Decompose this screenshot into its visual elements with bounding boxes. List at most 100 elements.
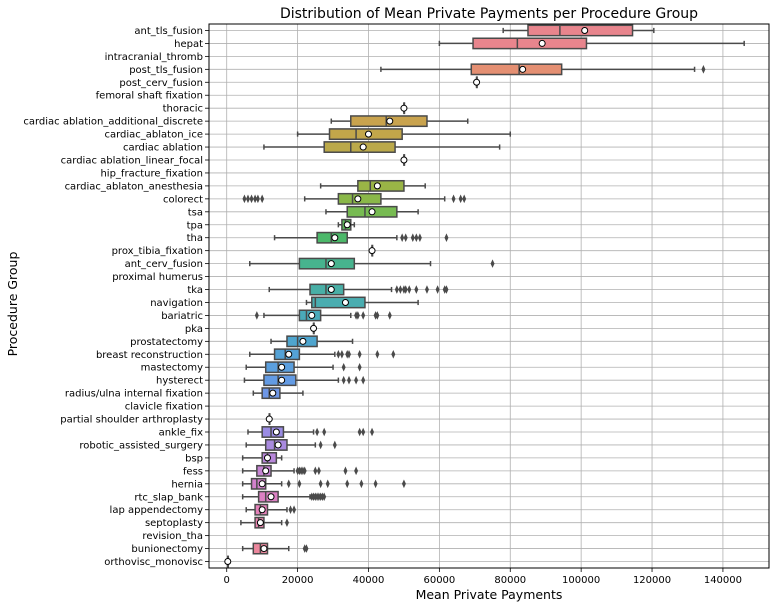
outlier-point (304, 544, 309, 553)
mean-marker (354, 195, 362, 203)
outlier-point (354, 375, 359, 385)
y-tick-label: prostatectomy (130, 337, 203, 348)
outlier-point (316, 466, 321, 476)
outlier-point (253, 194, 258, 204)
y-tick-label: partial shoulder arthroplasty (60, 415, 203, 426)
outlier-point (357, 349, 362, 359)
outlier-point (417, 233, 422, 243)
outlier-point (343, 466, 348, 476)
outlier-point (325, 479, 330, 489)
y-tick-label: ant_tls_fusion (134, 26, 203, 37)
y-tick-label: lap appendectomy (110, 505, 204, 516)
x-tick-label: 40000 (353, 575, 385, 586)
mean-marker (368, 208, 376, 216)
mean-marker (265, 415, 273, 423)
outlier-point (332, 440, 337, 450)
y-tick-label: pka (185, 324, 203, 335)
mean-marker (519, 65, 527, 73)
mean-marker (272, 428, 280, 436)
y-tick-label: tka (187, 285, 203, 296)
y-tick-label: radius/ulna internal fixation (65, 389, 203, 400)
y-tick-label: thoracic (163, 104, 203, 115)
mean-marker (473, 78, 481, 86)
y-tick-label: robotic_assisted_surgery (79, 440, 203, 451)
box-iqr (298, 257, 356, 270)
outlier-point (361, 311, 366, 320)
outlier-point (391, 349, 396, 359)
y-tick-label: hepat (174, 39, 203, 50)
mean-marker (341, 298, 349, 306)
y-tick-label: hernia (171, 479, 203, 490)
outlier-point (315, 427, 320, 437)
y-tick-label: septoplasty (145, 518, 203, 529)
mean-marker (310, 324, 318, 332)
y-tick-label: mastectomy (141, 363, 203, 374)
outlier-point (398, 285, 403, 294)
outlier-point (260, 194, 265, 204)
y-tick-label: femoral shaft fixation (96, 91, 203, 102)
mean-marker (267, 493, 275, 501)
outlier-point (357, 362, 362, 372)
x-tick-label: 80000 (494, 575, 526, 586)
outlier-point (341, 362, 346, 372)
plot-frame (208, 23, 770, 569)
x-tick-label: 20000 (282, 575, 314, 586)
outlier-point (403, 285, 408, 294)
outlier-point (373, 479, 378, 489)
mean-marker (359, 143, 367, 151)
outlier-point (354, 466, 359, 476)
mean-marker (224, 558, 232, 566)
mean-marker (299, 337, 307, 345)
outlier-point (414, 285, 419, 294)
y-tick-label: fess (183, 466, 203, 477)
y-tick-label: prox_tibia_fixation (112, 246, 203, 257)
y-tick-label: post_cerv_fusion (119, 78, 203, 89)
outlier-point (313, 466, 318, 476)
y-tick-label: intracranial_thromb (105, 52, 203, 63)
y-tick-label: rtc_slap_bank (134, 492, 203, 503)
box-iqr (470, 63, 563, 76)
y-tick-label: tpa (187, 220, 203, 231)
y-tick-label: cardiac ablation_linear_focal (61, 156, 203, 167)
mean-marker (327, 260, 335, 268)
x-axis-title: Mean Private Payments (416, 587, 563, 602)
outlier-point (284, 518, 289, 527)
mean-marker (263, 454, 271, 462)
outlier-point (302, 466, 307, 476)
box-iqr (311, 296, 366, 309)
outlier-point (246, 194, 250, 204)
outlier-point (414, 233, 419, 243)
outlier-point (451, 194, 456, 204)
outlier-point (336, 349, 341, 359)
outlier-point (318, 479, 323, 489)
outlier-point (462, 194, 467, 204)
mean-marker (386, 117, 394, 125)
chart-title: Distribution of Mean Private Payments pe… (280, 6, 698, 22)
box-iqr (472, 37, 588, 50)
y-tick-label: orthovisc_monovisc (104, 557, 203, 568)
y-tick-label: clavicle fixation (125, 402, 203, 413)
outlier-point (403, 233, 408, 243)
outlier-point (341, 375, 346, 385)
box-iqr (357, 179, 405, 192)
outlier-point (255, 194, 260, 204)
outlier-point (375, 349, 380, 359)
y-tick-label: hysterect (156, 376, 203, 387)
outlier-point (370, 427, 375, 437)
y-tick-label: breast reconstruction (96, 350, 203, 361)
outlier-point (458, 194, 463, 204)
y-tick-label: ankle_fix (159, 428, 203, 439)
mean-marker (258, 506, 266, 514)
outlier-point (357, 427, 362, 437)
mean-marker (285, 350, 293, 358)
outlier-point (435, 285, 440, 294)
x-tick-label: 100000 (562, 575, 600, 586)
mean-marker (278, 363, 286, 371)
mean-marker (308, 311, 316, 319)
y-tick-label: proximal humerus (112, 272, 203, 283)
outlier-point (254, 311, 259, 320)
mean-marker (400, 104, 408, 112)
y-tick-label: colorect (163, 194, 203, 205)
mean-marker (368, 247, 376, 255)
